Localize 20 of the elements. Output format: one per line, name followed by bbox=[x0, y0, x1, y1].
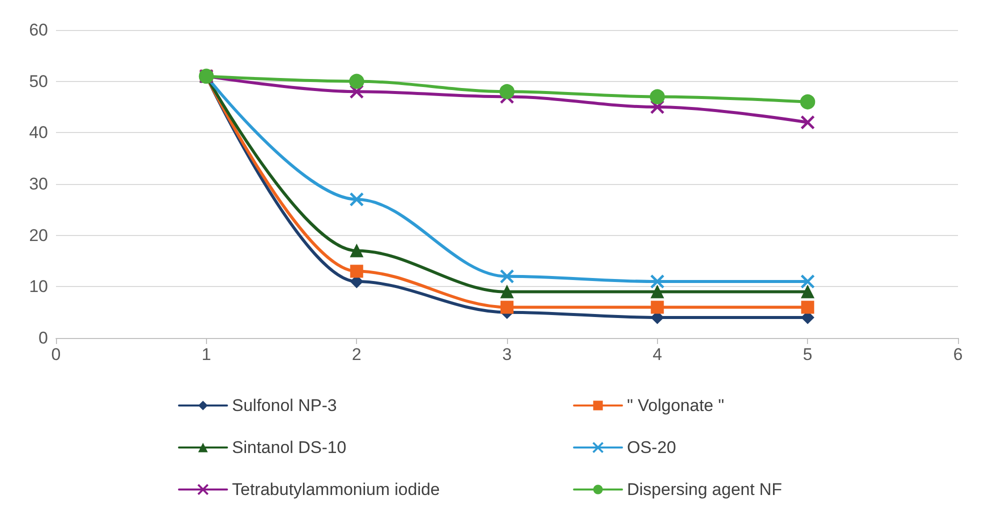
x-tick-label: 2 bbox=[352, 345, 362, 364]
y-tick-label: 60 bbox=[29, 20, 48, 40]
x-tick-label: 4 bbox=[652, 345, 662, 364]
x-tick-label: 5 bbox=[802, 345, 812, 364]
x-tick-label: 0 bbox=[51, 345, 61, 364]
y-tick-label: 50 bbox=[29, 72, 48, 91]
legend-label: Dispersing agent NF bbox=[627, 480, 782, 499]
legend-label: OS-20 bbox=[627, 438, 676, 457]
x-tick-label: 3 bbox=[502, 345, 512, 364]
x-tick-label: 1 bbox=[202, 345, 212, 364]
y-tick-label: 0 bbox=[38, 328, 48, 348]
x-tick-label: 6 bbox=[953, 345, 963, 364]
y-tick-label: 20 bbox=[29, 226, 48, 245]
y-tick-label: 30 bbox=[29, 174, 48, 194]
legend-label: Sintanol DS-10 bbox=[232, 438, 346, 457]
legend-label: Sulfonol NP-3 bbox=[232, 396, 337, 415]
y-tick-label: 40 bbox=[29, 123, 48, 142]
y-tick-label: 10 bbox=[29, 277, 48, 296]
legend-label: Tetrabutylammonium iodide bbox=[232, 480, 440, 499]
legend-label: " Volgonate " bbox=[627, 396, 724, 415]
